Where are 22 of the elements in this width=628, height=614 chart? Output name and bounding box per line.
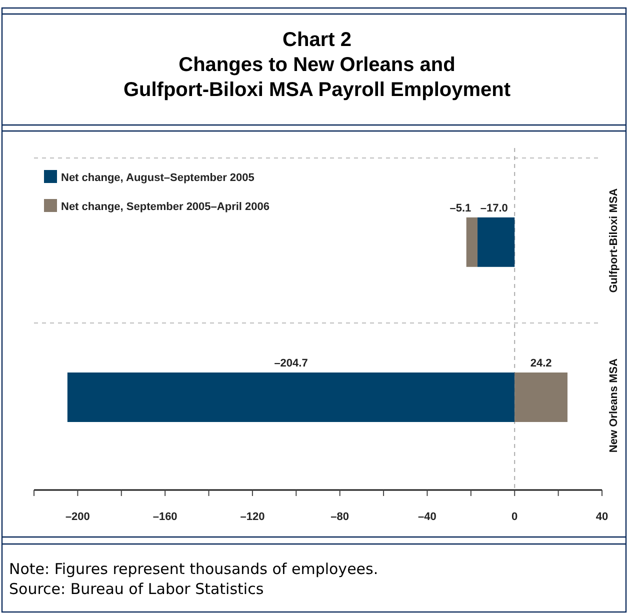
data-label: –204.7	[274, 358, 308, 370]
x-tick-label: –120	[240, 511, 265, 523]
text: Note: Figures represent thousands of employees.	[9, 560, 378, 578]
x-tick-label: –160	[152, 511, 178, 523]
data-label: –17.0	[480, 202, 508, 214]
bar	[477, 217, 515, 267]
bar	[466, 217, 478, 267]
x-tick-label: –200	[65, 511, 90, 523]
x-tick-label: –40	[418, 511, 436, 523]
chart-title: Chart 2 Changes to New Orleans and Gulfport-Biloxi MSA Payroll Employment	[123, 29, 511, 101]
bar	[67, 372, 515, 422]
data-label: 24.2	[530, 358, 552, 370]
legend-label: Net change, September 2005–April 2006	[61, 201, 270, 213]
bar	[514, 372, 568, 422]
x-tick-label: 0	[512, 511, 518, 523]
legend-label: Net change, August–September 2005	[61, 172, 254, 184]
source-note: Source: Bureau of Labor Statistics	[9, 580, 264, 598]
x-tick-label: 40	[596, 511, 608, 523]
x-tick-label: –80	[330, 511, 350, 523]
y-tick-label: New Orleans MSA	[608, 358, 620, 453]
data-label: –5.1	[450, 202, 472, 214]
y-tick-label: Gulfport-Biloxi MSA	[608, 188, 620, 293]
